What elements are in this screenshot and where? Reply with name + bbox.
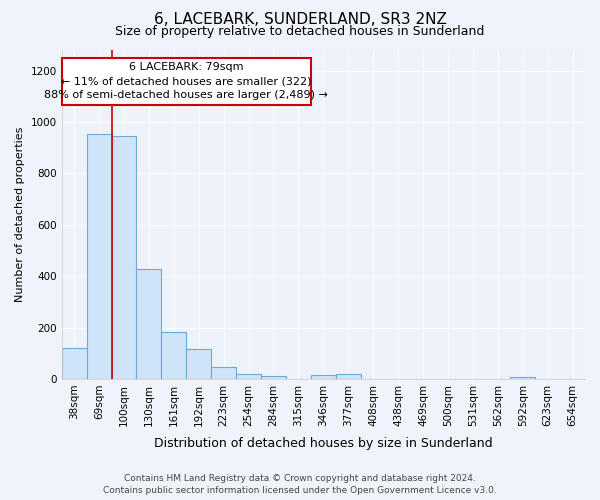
Text: Size of property relative to detached houses in Sunderland: Size of property relative to detached ho… — [115, 25, 485, 38]
Bar — [112, 136, 136, 379]
Bar — [211, 368, 236, 379]
Text: Contains HM Land Registry data © Crown copyright and database right 2024.
Contai: Contains HM Land Registry data © Crown c… — [103, 474, 497, 495]
Bar — [86, 134, 112, 379]
Y-axis label: Number of detached properties: Number of detached properties — [15, 127, 25, 302]
Bar — [311, 375, 336, 379]
Bar — [62, 348, 86, 379]
Bar — [261, 376, 286, 379]
Bar — [236, 374, 261, 379]
Bar — [161, 332, 186, 379]
Bar — [136, 269, 161, 379]
Bar — [336, 374, 361, 379]
FancyBboxPatch shape — [62, 58, 311, 105]
Bar — [510, 377, 535, 379]
Text: 6, LACEBARK, SUNDERLAND, SR3 2NZ: 6, LACEBARK, SUNDERLAND, SR3 2NZ — [154, 12, 446, 28]
Text: 6 LACEBARK: 79sqm
← 11% of detached houses are smaller (322)
88% of semi-detache: 6 LACEBARK: 79sqm ← 11% of detached hous… — [44, 62, 328, 100]
X-axis label: Distribution of detached houses by size in Sunderland: Distribution of detached houses by size … — [154, 437, 493, 450]
Bar — [186, 350, 211, 379]
